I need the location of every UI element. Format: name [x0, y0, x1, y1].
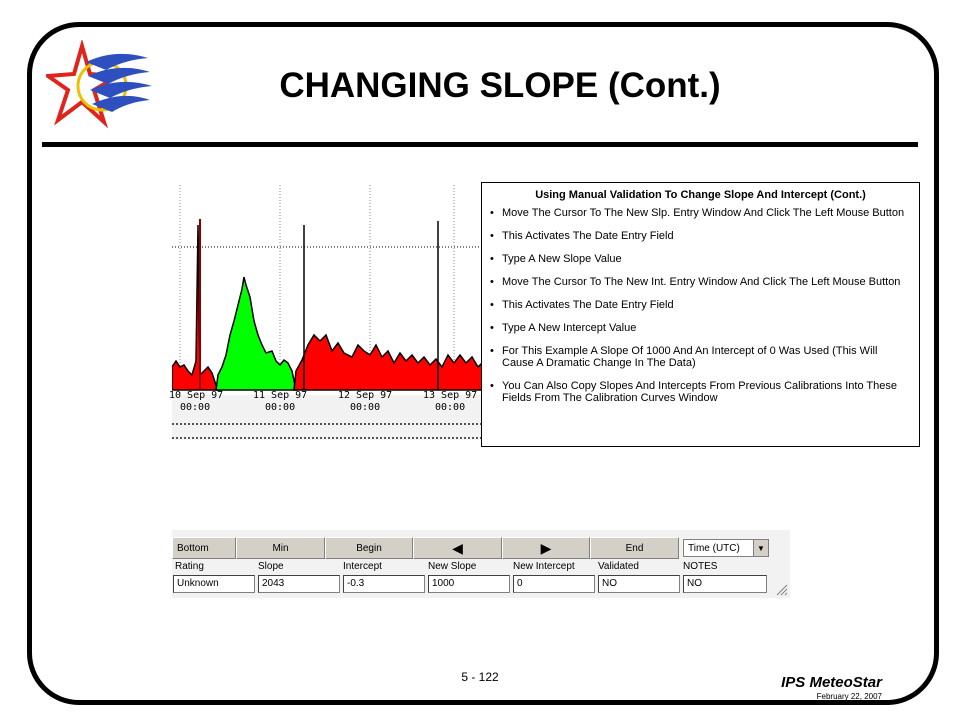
instruction-item: Type A New Intercept Value	[490, 322, 911, 334]
end-button[interactable]: End	[590, 537, 679, 559]
slide-date: February 22, 2007	[816, 692, 882, 701]
x-axis-labels: 10 Sep 97 00:00 11 Sep 97 00:00 12 Sep 9…	[169, 390, 790, 420]
navigation-toolbar: Bottom Min Begin ◀ ▶ End Time (UTC) ▼	[172, 537, 790, 561]
resize-grip-icon[interactable]	[776, 584, 788, 596]
notes-field[interactable]: NO	[683, 575, 767, 593]
slope-label: Slope	[258, 561, 284, 572]
begin-button[interactable]: Begin	[325, 537, 413, 559]
next-button[interactable]: ▶	[502, 537, 590, 559]
prev-button[interactable]: ◀	[413, 537, 502, 559]
validated-field[interactable]: NO	[598, 575, 680, 593]
page-number: 5 - 122	[461, 670, 499, 684]
new-intercept-label: New Intercept	[513, 561, 575, 572]
x-tick-label: 10 Sep 97	[169, 390, 224, 401]
slope-field[interactable]: 2043	[258, 575, 340, 593]
instruction-item: This Activates The Date Entry Field	[490, 230, 911, 242]
callout-heading: Using Manual Validation To Change Slope …	[535, 189, 866, 201]
intercept-label: Intercept	[343, 561, 382, 572]
notes-label: NOTES	[683, 561, 718, 572]
title-divider	[42, 142, 918, 147]
instruction-item: Move The Cursor To The New Int. Entry Wi…	[490, 276, 911, 288]
intercept-field[interactable]: -0.3	[343, 575, 425, 593]
time-zone-select[interactable]: Time (UTC) ▼	[683, 539, 769, 557]
new-intercept-field[interactable]: 0	[513, 575, 595, 593]
instruction-item: This Activates The Date Entry Field	[490, 299, 911, 311]
new-slope-label: New Slope	[428, 561, 477, 572]
brand-name: IPS MeteoStar	[781, 674, 882, 691]
x-tick-label: 11 Sep 97	[253, 390, 308, 401]
red-series-left	[172, 224, 222, 391]
red-series-right	[293, 333, 483, 391]
rating-label: Rating	[175, 561, 204, 572]
meteostar-logo-icon	[46, 40, 152, 129]
validated-label: Validated	[598, 561, 639, 572]
x-tick-label: 00:00	[180, 402, 211, 413]
rating-field[interactable]: Unknown	[173, 575, 255, 593]
x-tick-label: 12 Sep 97	[338, 390, 393, 401]
x-tick-label: 00:00	[350, 402, 381, 413]
instruction-item: Move The Cursor To The New Slp. Entry Wi…	[490, 207, 911, 219]
instruction-list: Move The Cursor To The New Slp. Entry Wi…	[490, 207, 911, 404]
slide-title: CHANGING SLOPE (Cont.)	[279, 66, 721, 105]
secondary-plot-area	[172, 440, 790, 530]
x-tick-label: 13 Sep 97	[423, 390, 478, 401]
calibration-fields: Rating Slope Intercept New Slope New Int…	[172, 561, 790, 597]
x-tick-label: 00:00	[265, 402, 296, 413]
new-slope-field[interactable]: 1000	[428, 575, 510, 593]
chevron-down-icon[interactable]: ▼	[753, 540, 768, 556]
min-button[interactable]: Min	[236, 537, 325, 559]
instruction-item: For This Example A Slope Of 1000 And An …	[490, 345, 911, 369]
green-series	[215, 276, 297, 391]
instruction-callout: Using Manual Validation To Change Slope …	[481, 182, 920, 447]
time-zone-value: Time (UTC)	[688, 542, 740, 554]
instruction-item: You Can Also Copy Slopes And Intercepts …	[490, 380, 911, 404]
slide-frame	[27, 22, 939, 705]
x-tick-label: 00:00	[435, 402, 466, 413]
bottom-button[interactable]: Bottom	[172, 537, 236, 559]
instruction-item: Type A New Slope Value	[490, 253, 911, 265]
